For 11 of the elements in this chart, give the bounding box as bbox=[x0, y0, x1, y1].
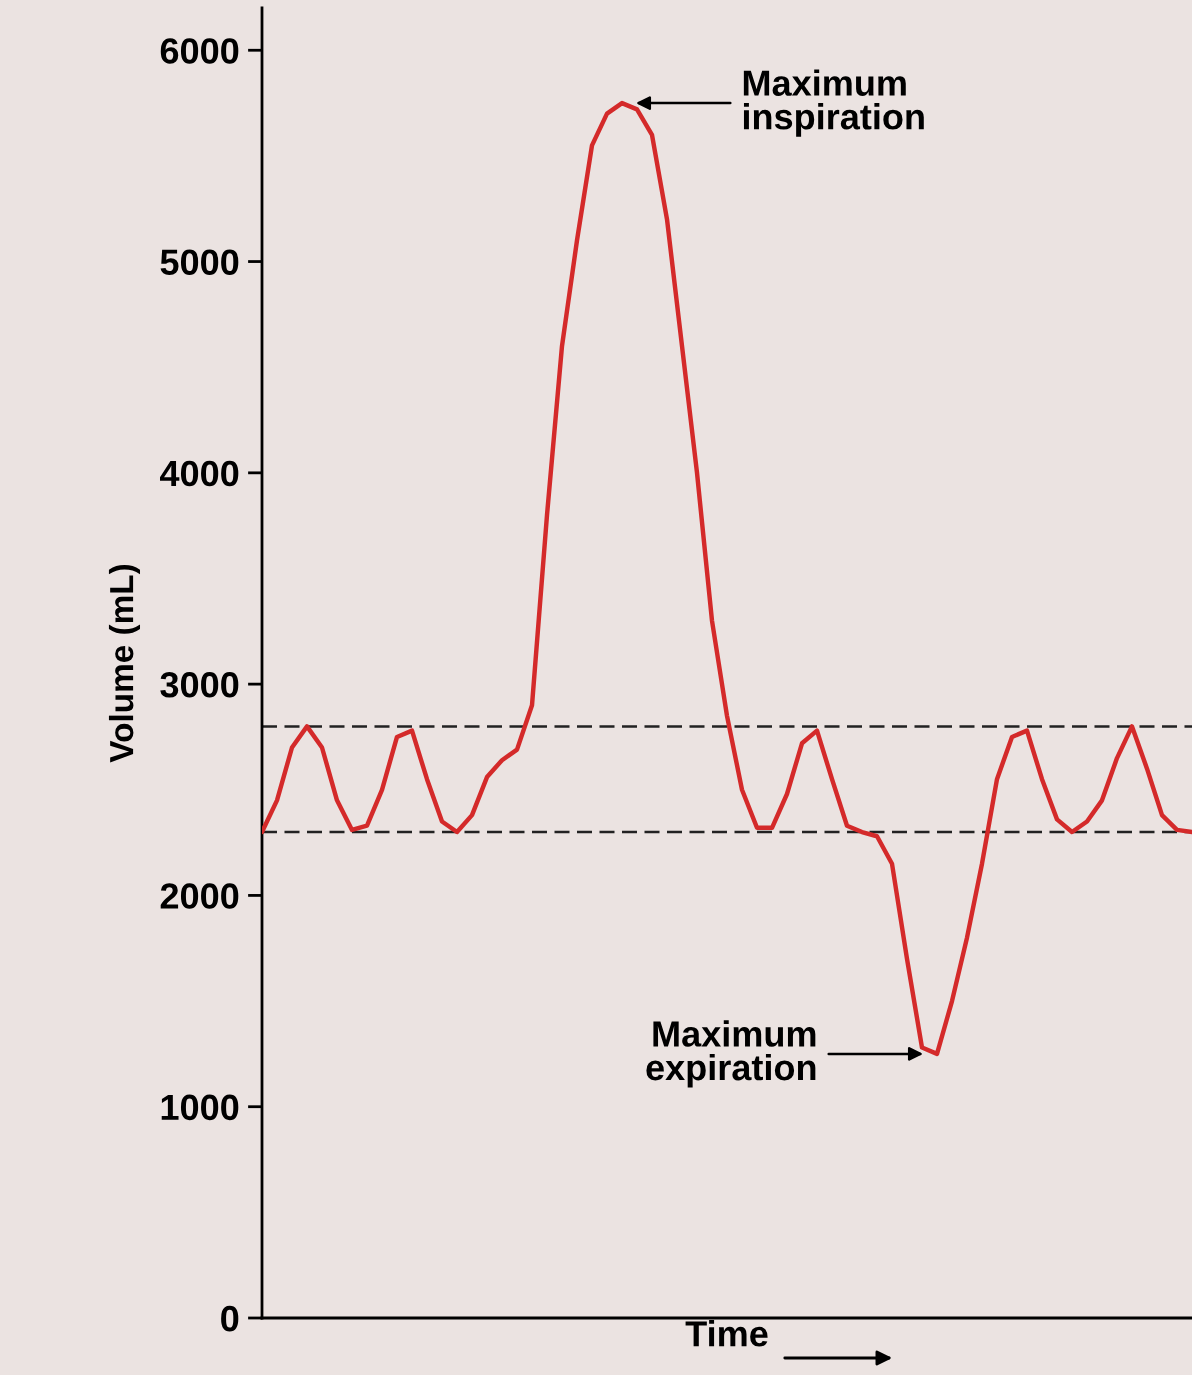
y-tick-label: 0 bbox=[221, 1305, 239, 1332]
x-axis-title: Time bbox=[685, 1320, 768, 1347]
y-tick-label: 4000 bbox=[160, 460, 239, 487]
y-tick-label: 1000 bbox=[161, 1094, 239, 1121]
y-tick-label: 6000 bbox=[160, 38, 239, 64]
y-axis-title: Volume (mL) bbox=[108, 564, 141, 763]
y-tick-label: 5000 bbox=[160, 249, 239, 275]
y-tick-label: 2000 bbox=[160, 883, 239, 909]
annotation: Maximum expiration bbox=[646, 1020, 816, 1088]
y-tick-label: 3000 bbox=[160, 672, 239, 698]
annotation: Maximum inspiration bbox=[743, 69, 924, 137]
